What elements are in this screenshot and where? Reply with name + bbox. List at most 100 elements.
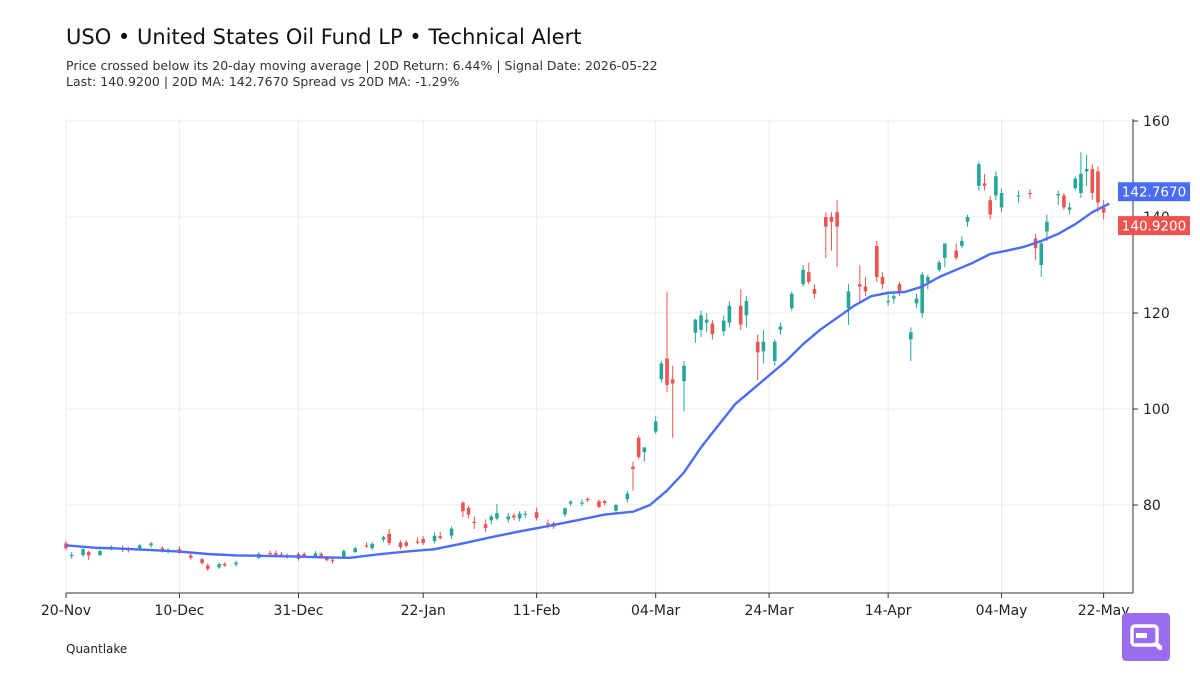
candle-body-up <box>789 293 794 309</box>
candle-body-up <box>81 549 85 555</box>
candle-body-down <box>466 507 471 515</box>
chart-title: USO • United States Oil Fund LP • Techni… <box>66 25 582 49</box>
candle-body-down <box>273 553 278 555</box>
candle-body-down <box>200 559 204 564</box>
axes: 20-Nov 10-Dec 31-Dec 22-Jan 11-Feb 04-Mar 24-M… <box>41 114 1170 619</box>
candle-body-up <box>614 505 618 511</box>
candle-body-down <box>205 565 210 569</box>
candle-body-up <box>642 447 647 453</box>
candle-body-up <box>506 516 511 520</box>
candle-body-up <box>693 319 698 333</box>
candle-body-down <box>1028 193 1032 195</box>
candle-body-up <box>313 553 318 557</box>
candle-body-down <box>415 541 420 543</box>
y-tick-label: 100 <box>1143 402 1170 418</box>
candle-body-up <box>1039 243 1044 265</box>
candle-body-down <box>875 245 879 277</box>
candle-body-down <box>461 502 465 512</box>
candle-body-down <box>86 552 91 556</box>
candle-body-down <box>1090 169 1095 193</box>
candle-body-up <box>886 301 890 303</box>
x-tick-label: 14-Apr <box>865 603 912 619</box>
candle-body-up <box>704 319 709 323</box>
candle-body-up <box>682 365 686 382</box>
candle-body-up <box>1079 173 1083 193</box>
candle-body-up <box>342 551 346 558</box>
candle-body-up <box>914 298 919 304</box>
candle-body-up <box>965 217 970 222</box>
candle-body-down <box>319 553 323 556</box>
candle-body-up <box>999 193 1004 208</box>
candle-body-down <box>330 559 335 561</box>
candle-body-up <box>778 326 783 330</box>
moving-average <box>65 202 1110 559</box>
candle-body-up <box>977 164 981 186</box>
candle-body-down <box>823 217 828 227</box>
candle-body-up <box>1016 195 1021 197</box>
candle-body-down <box>806 272 811 282</box>
footer-brand: Quantlake <box>66 642 128 656</box>
y-tick-label: 80 <box>1143 498 1161 514</box>
candle-body-down <box>897 284 902 292</box>
candle-body-up <box>909 332 913 340</box>
candle-body-up <box>353 548 357 553</box>
candle-body-up <box>892 296 896 299</box>
candle-body-down <box>302 553 306 556</box>
candle-body-up <box>563 508 567 515</box>
candle-body-down <box>1096 171 1100 203</box>
candle-body-up <box>943 243 947 258</box>
candle-body-down <box>665 358 669 385</box>
x-tick-label: 04-May <box>976 603 1028 619</box>
candle-body-up <box>937 262 941 270</box>
candle-body-up <box>217 564 221 568</box>
candle-body-down <box>829 217 834 222</box>
candle-body-down <box>1101 207 1106 213</box>
x-tick-label: 22-Jan <box>401 603 446 619</box>
candle-body-up <box>960 241 964 246</box>
chat-bubble-icon <box>1130 624 1162 650</box>
price-badges: 140.9200 142.7670 <box>1118 182 1190 236</box>
brand-logo-icon[interactable] <box>1122 613 1170 661</box>
ma20-line <box>65 202 1110 559</box>
candle-body-up <box>846 291 851 309</box>
candle-body-up <box>772 341 777 361</box>
candle-body-up <box>920 274 924 313</box>
candle-body-up <box>727 305 732 323</box>
candle-body-down <box>982 183 987 186</box>
candle-body-down <box>738 305 743 325</box>
ma-price-badge-bg <box>1118 182 1190 202</box>
candle-body-up <box>926 277 930 282</box>
candle-body-down <box>364 545 369 547</box>
x-tick-label: 10-Dec <box>154 603 204 619</box>
candle-body-down <box>835 212 839 227</box>
candle-body-down <box>597 501 601 507</box>
candle-body-up <box>699 315 703 330</box>
candle-body-up <box>580 502 584 504</box>
candle-body-down <box>631 466 635 469</box>
candlesticks <box>64 152 1106 572</box>
candle-body-up <box>517 513 522 519</box>
candle-body-up <box>1056 193 1061 196</box>
candle-body-up <box>994 176 998 196</box>
candle-body-up <box>1067 207 1072 210</box>
candle-body-down <box>512 515 516 518</box>
x-tick-label: 31-Dec <box>273 603 323 619</box>
candle-body-up <box>801 269 805 285</box>
candle-body-up <box>625 493 630 500</box>
candle-body-down <box>812 289 817 294</box>
candle-body-up <box>370 543 374 549</box>
candle-body-up <box>744 301 749 316</box>
candle-body-up <box>568 501 573 504</box>
candle-body-down <box>222 564 227 566</box>
candle-body-down <box>325 558 329 561</box>
candle-body-down <box>534 512 539 518</box>
candle-body-down <box>404 542 408 546</box>
chart-subtitle-signal: Price crossed below its 20-day moving av… <box>66 58 658 73</box>
candle-body-down <box>636 437 641 457</box>
candle-body-down <box>880 277 885 285</box>
x-tick-label: 24-Mar <box>744 603 794 619</box>
x-tick-label: 04-Mar <box>631 603 681 619</box>
candle-body-down <box>268 553 272 555</box>
candle-body-up <box>721 320 726 332</box>
candle-body-up <box>659 363 664 380</box>
